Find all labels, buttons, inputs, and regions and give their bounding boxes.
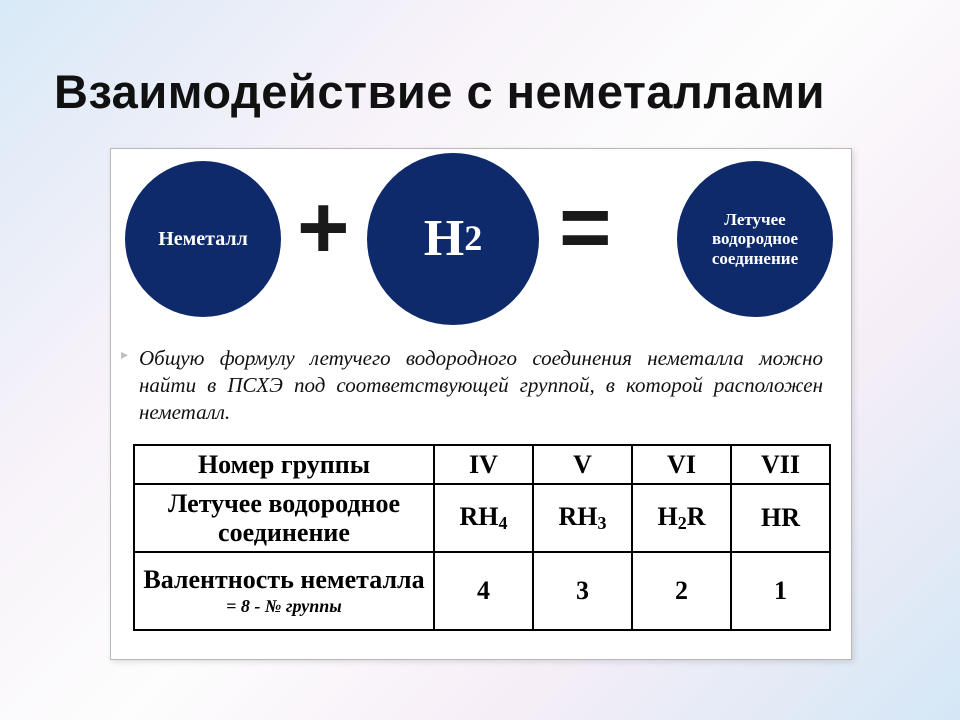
table-cell: IV [434, 445, 533, 484]
table-cell: 1 [731, 552, 830, 630]
table-cell: VI [632, 445, 731, 484]
group-table: Номер группыIVVVIVII Летучее водородное с… [133, 444, 831, 631]
equation-row: Неметалл + H2 = Летучее водородное соеди… [111, 149, 851, 331]
table-cell: 2 [632, 552, 731, 630]
table-row-header: Летучее водородное соединение [134, 484, 434, 552]
circle-h2: H2 [367, 153, 539, 325]
table-row-header: Валентность неметалла= 8 - № группы [134, 552, 434, 630]
content-panel: Неметалл + H2 = Летучее водородное соеди… [110, 148, 852, 660]
table-cell: VII [731, 445, 830, 484]
table-cell: H2R [632, 484, 731, 552]
table-cell: RH4 [434, 484, 533, 552]
page-title: Взаимодействие с неметаллами [54, 64, 825, 119]
description-text: Общую формулу летучего водородного соеди… [111, 331, 851, 426]
table-cell: 4 [434, 552, 533, 630]
equal-sign: = [559, 177, 612, 280]
table-cell: HR [731, 484, 830, 552]
table-cell: 3 [533, 552, 632, 630]
table-cell: RH3 [533, 484, 632, 552]
circle-compound: Летучее водородное соединение [677, 161, 833, 317]
table-cell: V [533, 445, 632, 484]
plus-sign: + [297, 177, 350, 280]
table-row-header: Номер группы [134, 445, 434, 484]
circle-nonmetal: Неметалл [125, 161, 281, 317]
